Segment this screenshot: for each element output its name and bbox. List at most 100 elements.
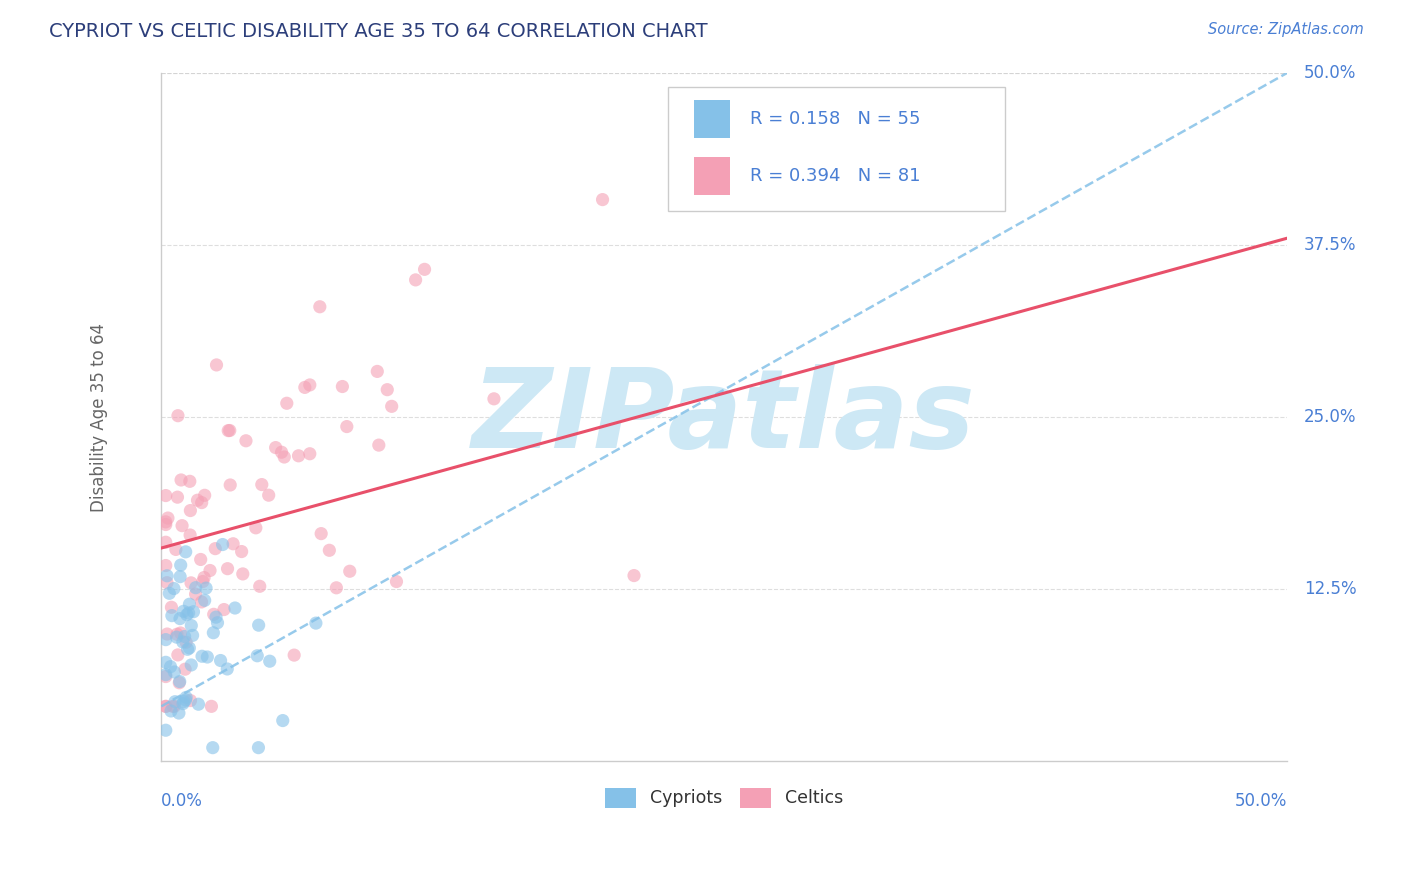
Point xyxy=(287,449,309,463)
Point xyxy=(224,601,246,615)
Point xyxy=(180,575,202,590)
Point xyxy=(207,615,229,630)
Point xyxy=(155,535,177,549)
Point xyxy=(219,478,242,492)
Text: CYPRIOT VS CELTIC DISABILITY AGE 35 TO 64 CORRELATION CHART: CYPRIOT VS CELTIC DISABILITY AGE 35 TO 6… xyxy=(49,22,707,41)
Point xyxy=(271,714,294,728)
Point xyxy=(218,424,240,438)
Point xyxy=(250,477,273,491)
Point xyxy=(259,654,281,668)
Point xyxy=(623,568,645,582)
FancyBboxPatch shape xyxy=(693,100,730,138)
Point xyxy=(211,537,233,551)
Point xyxy=(170,473,193,487)
Point xyxy=(202,625,225,640)
Point xyxy=(155,655,177,669)
Point xyxy=(318,543,340,558)
Point xyxy=(264,441,287,455)
Point xyxy=(155,723,177,738)
Point xyxy=(170,558,193,573)
Point xyxy=(155,558,177,573)
Point xyxy=(385,574,408,589)
Point xyxy=(179,597,201,611)
Point xyxy=(169,674,191,689)
Point xyxy=(155,699,177,714)
Point xyxy=(155,667,177,681)
Point xyxy=(184,581,207,595)
Point xyxy=(195,581,218,595)
Point xyxy=(294,380,316,394)
Point xyxy=(159,659,181,673)
Point xyxy=(217,662,239,676)
Point xyxy=(155,515,177,529)
Point xyxy=(173,630,195,644)
Point xyxy=(405,273,427,287)
Point xyxy=(193,570,215,584)
Point xyxy=(482,392,505,406)
Point xyxy=(191,574,214,589)
Point xyxy=(217,424,239,438)
Point xyxy=(235,434,257,448)
Point xyxy=(163,582,186,596)
Point xyxy=(209,653,232,667)
Point xyxy=(183,605,205,619)
Point xyxy=(169,612,191,626)
Text: 0.0%: 0.0% xyxy=(162,792,202,811)
Point xyxy=(179,475,201,489)
Point xyxy=(179,640,201,655)
Point xyxy=(174,662,197,676)
Point xyxy=(156,575,179,590)
Point xyxy=(184,587,207,601)
Point xyxy=(160,600,183,615)
Text: R = 0.158   N = 55: R = 0.158 N = 55 xyxy=(749,111,921,128)
Point xyxy=(179,693,201,707)
Point xyxy=(305,616,328,631)
Point xyxy=(160,704,183,718)
Point xyxy=(270,445,292,459)
Text: ZIPatlas: ZIPatlas xyxy=(472,364,976,471)
Point xyxy=(205,358,228,372)
Point xyxy=(298,447,321,461)
Text: 50.0%: 50.0% xyxy=(1303,64,1357,82)
Point xyxy=(155,489,177,503)
Point xyxy=(217,562,239,576)
Point xyxy=(195,650,218,665)
Point xyxy=(186,493,208,508)
Point xyxy=(336,419,359,434)
Point xyxy=(177,606,200,620)
FancyBboxPatch shape xyxy=(668,87,1005,211)
Point xyxy=(176,607,198,622)
Point xyxy=(173,604,195,618)
Point xyxy=(339,564,361,578)
Point xyxy=(166,630,188,644)
Point xyxy=(190,495,212,509)
Point xyxy=(166,490,188,504)
Point xyxy=(190,595,212,609)
Text: R = 0.394   N = 81: R = 0.394 N = 81 xyxy=(749,168,921,186)
Point xyxy=(375,383,398,397)
Point xyxy=(156,568,179,582)
Point xyxy=(163,695,186,709)
Text: 37.5%: 37.5% xyxy=(1303,236,1357,254)
Point xyxy=(592,193,614,207)
Point xyxy=(169,675,191,690)
Point xyxy=(245,521,267,535)
Point xyxy=(167,409,190,423)
Point xyxy=(298,378,321,392)
Point xyxy=(180,618,202,632)
Point xyxy=(308,300,330,314)
Point xyxy=(166,627,188,641)
Legend: Cypriots, Celtics: Cypriots, Celtics xyxy=(598,780,851,814)
Point xyxy=(247,618,270,632)
Point xyxy=(162,699,184,714)
Point xyxy=(276,396,298,410)
Point xyxy=(332,379,354,393)
Point xyxy=(155,699,177,714)
Point xyxy=(202,607,225,622)
Point xyxy=(173,694,195,708)
Text: 25.0%: 25.0% xyxy=(1303,409,1357,426)
Point xyxy=(201,740,224,755)
Point xyxy=(165,542,187,557)
Point xyxy=(166,648,188,662)
Point xyxy=(309,526,332,541)
